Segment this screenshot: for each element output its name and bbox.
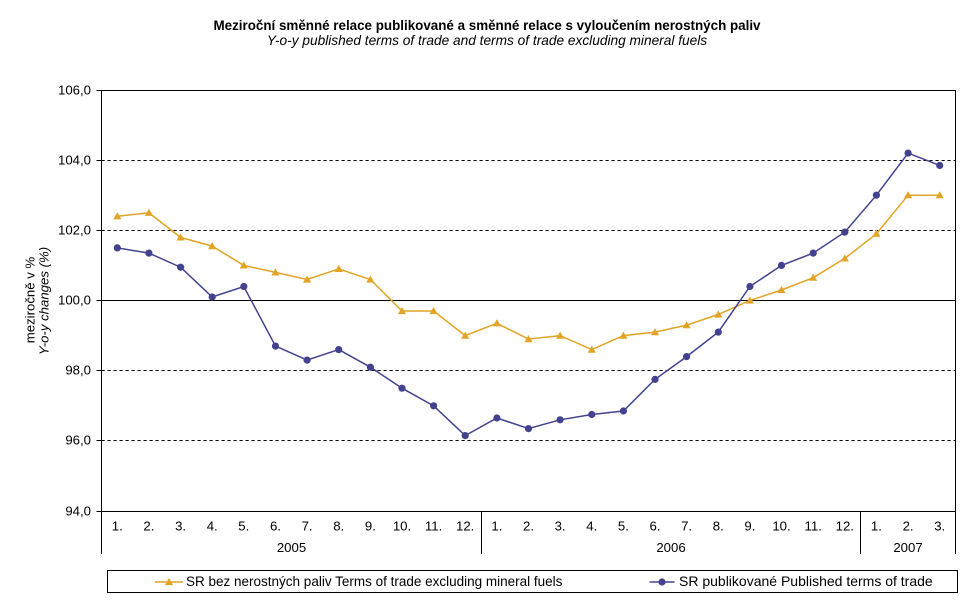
svg-text:9.: 9. [744,519,755,534]
svg-text:11.: 11. [805,519,822,534]
svg-text:102,0: 102,0 [58,222,91,237]
svg-text:6.: 6. [270,519,281,534]
svg-text:2005: 2005 [277,540,306,555]
svg-text:104,0: 104,0 [58,152,91,167]
svg-text:1.: 1. [112,519,123,534]
svg-text:12.: 12. [456,519,474,534]
svg-text:2006: 2006 [656,540,685,555]
svg-text:SR publikované Published terms: SR publikované Published terms of trade [679,573,933,589]
svg-text:3.: 3. [555,519,566,534]
svg-text:7.: 7. [681,519,692,534]
svg-text:3.: 3. [175,519,186,534]
svg-text:2.: 2. [903,519,914,534]
svg-text:10.: 10. [393,519,411,534]
svg-text:1.: 1. [491,519,502,534]
svg-text:12.: 12. [836,519,854,534]
svg-text:6.: 6. [650,519,661,534]
svg-text:11.: 11. [425,519,442,534]
svg-text:2.: 2. [143,519,154,534]
svg-text:5.: 5. [238,519,249,534]
svg-text:9.: 9. [365,519,376,534]
svg-text:meziročně v %: meziročně v % [23,256,38,343]
svg-text:100,0: 100,0 [58,292,91,307]
svg-text:94,0: 94,0 [65,503,91,518]
svg-text:98,0: 98,0 [65,362,91,377]
svg-text:2.: 2. [523,519,534,534]
svg-text:10.: 10. [772,519,790,534]
svg-text:8.: 8. [333,519,344,534]
svg-text:96,0: 96,0 [65,432,91,447]
svg-text:106,0: 106,0 [58,82,91,97]
svg-text:SR bez nerostných paliv Terms: SR bez nerostných paliv Terms of trade e… [186,574,563,589]
svg-text:3.: 3. [934,519,945,534]
svg-text:4.: 4. [586,519,597,534]
svg-text:Y-o-y published terms of trade: Y-o-y published terms of trade and terms… [267,33,707,48]
svg-text:8.: 8. [713,519,724,534]
svg-text:Meziroční směnné relace publik: Meziroční směnné relace publikované a sm… [213,18,761,33]
svg-text:7.: 7. [302,519,313,534]
svg-text:Y-o-y changes (%): Y-o-y changes (%) [37,247,52,355]
svg-text:1.: 1. [871,519,882,534]
svg-text:5.: 5. [618,519,629,534]
svg-text:4.: 4. [207,519,218,534]
svg-text:2007: 2007 [893,540,922,555]
